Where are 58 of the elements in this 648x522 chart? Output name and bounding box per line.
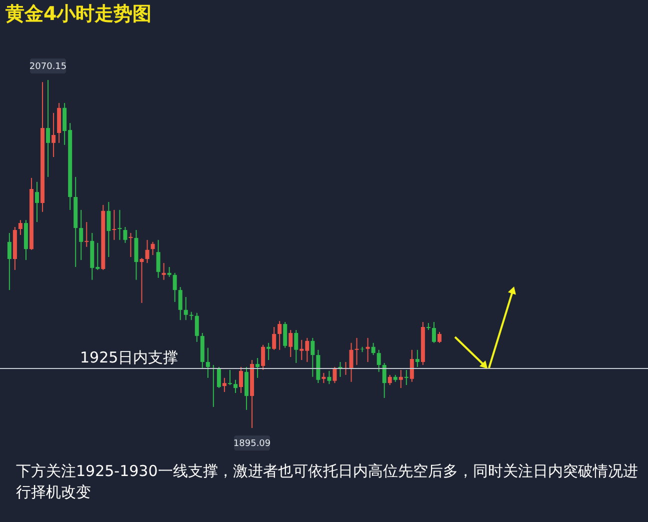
- candlestick: [206, 347, 210, 378]
- candlestick: [272, 326, 276, 350]
- candlestick: [294, 329, 298, 364]
- candlestick: [404, 369, 408, 386]
- candlestick: [261, 344, 266, 370]
- annotation: 2070.15: [29, 62, 67, 72]
- candlestick: [145, 239, 150, 264]
- candlestick: [371, 342, 376, 356]
- candlestick: [354, 337, 359, 366]
- candlestick: [84, 222, 89, 248]
- ref-line-label: 1925日内支撑: [80, 348, 178, 367]
- candlestick: [256, 358, 260, 378]
- candlestick: [172, 272, 177, 302]
- chart-title: 黄金4小时走势图: [4, 3, 152, 25]
- candlestick: [18, 220, 22, 236]
- candlestick: [140, 258, 144, 304]
- candlestick: [156, 239, 160, 278]
- candlestick: [184, 296, 188, 321]
- candlestick: [278, 320, 282, 350]
- candlestick: [222, 377, 226, 392]
- candlestick: [118, 209, 122, 240]
- candlestick: [376, 349, 381, 372]
- candlestick: [106, 201, 111, 258]
- candlestick: [178, 286, 182, 321]
- candlestick: [128, 232, 133, 258]
- candlestick: [410, 349, 414, 382]
- candlestick: [322, 372, 326, 384]
- candlestick: [388, 374, 392, 386]
- annotation: 1895.09: [233, 439, 271, 449]
- candlestick: [52, 112, 56, 158]
- candlestick: [283, 322, 288, 348]
- candlestick: [194, 312, 199, 342]
- candlestick: [349, 342, 354, 382]
- candlestick: [79, 209, 84, 261]
- candlestick: [46, 80, 50, 178]
- candlestick: [112, 209, 116, 240]
- candlestick: [327, 370, 332, 385]
- candlestick: [437, 331, 442, 344]
- candlestick: [266, 342, 271, 360]
- candlestick: [239, 366, 243, 394]
- candlestick: [216, 366, 221, 389]
- candlestick: [366, 337, 370, 362]
- candlestick: [123, 226, 128, 244]
- candlestick: [310, 337, 315, 378]
- candlestick: [162, 262, 166, 280]
- candlestick: [332, 366, 337, 384]
- candlestick: [35, 181, 39, 223]
- candlestick: [398, 369, 403, 389]
- candlestick: [432, 322, 436, 344]
- text: 下方关注1925-1930一线支撑，激进者也可依托日内高位先空后多，同时关注日内突破情况进行择机改变: [16, 462, 638, 501]
- candlestick: [233, 379, 238, 394]
- candlestick: [150, 241, 155, 256]
- candlestick: [288, 329, 293, 358]
- candlestick: [415, 349, 420, 368]
- candlestick: [382, 362, 386, 398]
- candlestick: [7, 232, 12, 291]
- candlestick: [228, 369, 232, 386]
- candlestick: [167, 266, 172, 278]
